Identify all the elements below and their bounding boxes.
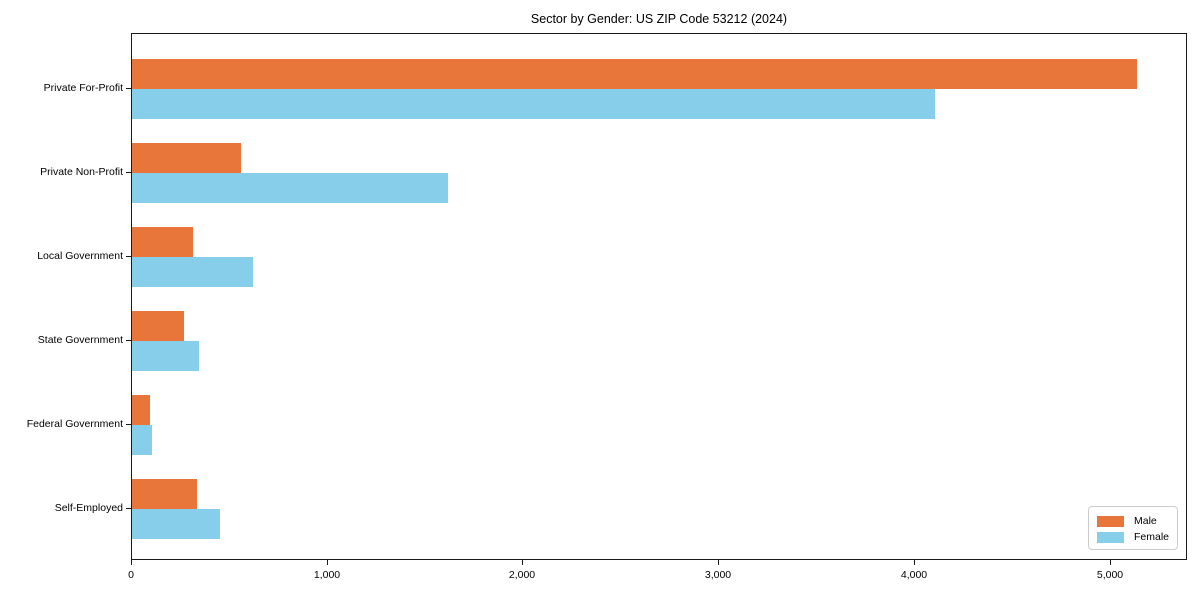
y-axis-label-federal-government: Federal Government [26,418,123,430]
x-tick-label-3-000: 3,000 [704,569,732,581]
legend: Male Female [1088,506,1178,550]
y-tick-mark [126,424,131,425]
chart-title: Sector by Gender: US ZIP Code 53212 (202… [530,12,788,26]
x-tick-label-5-000: 5,000 [1096,569,1124,581]
legend-item-male: Male [1097,513,1169,529]
x-tick-mark [914,560,915,565]
bar-male-private-non-profit [132,143,241,173]
y-axis-label-local-government: Local Government [37,250,123,262]
y-tick-mark [126,340,131,341]
legend-label-male: Male [1134,515,1157,527]
bar-female-self-employed [132,509,220,539]
bar-female-local-government [132,257,253,287]
x-tick-label-2-000: 2,000 [508,569,536,581]
bar-male-state-government [132,311,184,341]
y-tick-mark [126,172,131,173]
y-tick-mark [126,508,131,509]
bar-female-private-for-profit [132,89,935,119]
x-tick-label-4-000: 4,000 [900,569,928,581]
bar-male-private-for-profit [132,59,1137,89]
y-axis-label-self-employed: Self-Employed [54,502,123,514]
legend-label-female: Female [1134,531,1170,543]
y-tick-mark [126,256,131,257]
x-tick-mark [522,560,523,565]
bar-female-federal-government [132,425,152,455]
bar-male-federal-government [132,395,150,425]
legend-swatch-female-icon [1097,531,1124,543]
y-axis-label-private-non-profit: Private Non-Profit [40,166,123,178]
bar-male-local-government [132,227,193,257]
plot-area [131,33,1187,560]
y-axis-label-private-for-profit: Private For-Profit [43,82,123,94]
x-tick-label-1-000: 1,000 [313,569,341,581]
legend-swatch-male-icon [1097,515,1124,527]
y-axis-label-state-government: State Government [37,334,123,346]
legend-item-female: Female [1097,529,1169,545]
y-tick-mark [126,88,131,89]
x-tick-mark [1110,560,1111,565]
bar-male-self-employed [132,479,197,509]
bar-female-private-non-profit [132,173,448,203]
x-tick-mark [131,560,132,565]
x-tick-mark [718,560,719,565]
x-tick-label-0: 0 [128,569,134,581]
bar-female-state-government [132,341,199,371]
x-tick-mark [327,560,328,565]
